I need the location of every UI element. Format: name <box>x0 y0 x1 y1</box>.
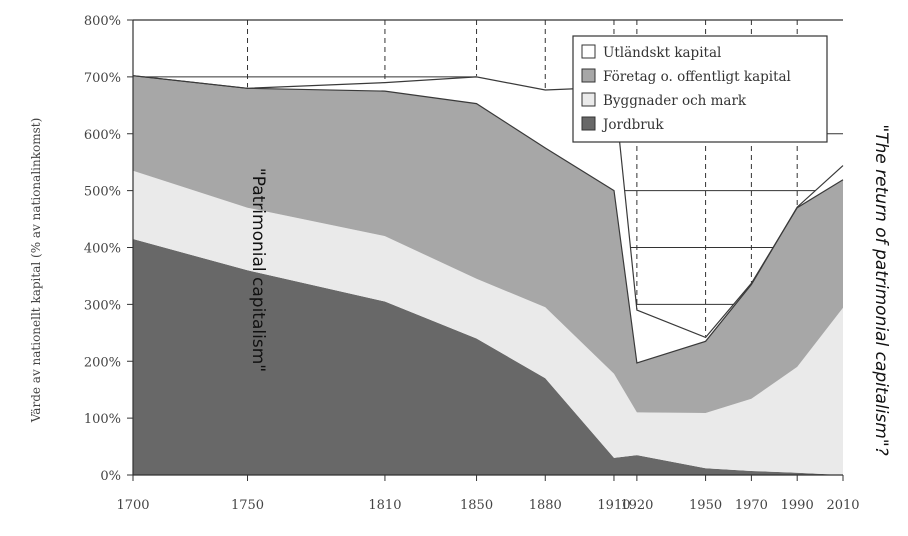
y-tick-label: 200% <box>84 355 121 370</box>
x-tick-label: 1910 <box>597 498 630 513</box>
x-tick-label: 1850 <box>460 498 493 513</box>
x-tick-label: 1750 <box>231 498 264 513</box>
legend-swatch <box>581 92 596 107</box>
area-byggnader-och-mark <box>133 170 843 475</box>
legend-swatch <box>581 68 596 83</box>
x-tick-label: 1810 <box>368 498 401 513</box>
legend-label: Utländskt kapital <box>603 45 721 61</box>
x-tick-label: 2010 <box>826 498 859 513</box>
legend-swatch <box>581 116 596 131</box>
legend-label: Jordbruk <box>601 117 664 133</box>
x-tick-label: 1700 <box>116 498 149 513</box>
x-tick-label: 1990 <box>781 498 814 513</box>
annotation-patrimonial-capitalism: "Patrimonial capitalism" <box>248 168 268 372</box>
legend-label: Byggnader och mark <box>603 93 747 109</box>
y-tick-label: 800% <box>84 14 121 29</box>
y-tick-label: 0% <box>100 469 121 484</box>
y-tick-label: 100% <box>84 412 121 427</box>
legend: Utländskt kapital Företag o. offentligt k… <box>572 35 828 143</box>
legend-label: Företag o. offentligt kapital <box>603 69 791 85</box>
y-axis-ticks: 0% 100% 200% 300% 400% 500% 600% 700% 800% <box>84 14 133 484</box>
area-f-retag-o-offentligt-kapital <box>133 75 843 413</box>
y-tick-label: 300% <box>84 298 121 313</box>
x-tick-label: 1950 <box>689 498 722 513</box>
y-tick-label: 500% <box>84 185 121 200</box>
x-tick-label: 1920 <box>620 498 653 513</box>
chart-areas <box>132 75 844 475</box>
x-tick-label: 1880 <box>529 498 562 513</box>
annotation-return-of-patrimonial-capitalism: "The return of patrimonial capitalism"? <box>871 124 891 455</box>
y-tick-label: 700% <box>84 71 121 86</box>
legend-box <box>572 35 828 143</box>
y-tick-label: 400% <box>84 242 121 257</box>
y-axis-label: Värde av nationellt kapital (% av nation… <box>29 118 43 424</box>
x-tick-label: 1970 <box>735 498 768 513</box>
y-tick-label: 600% <box>84 128 121 143</box>
legend-swatch <box>581 44 596 59</box>
area-jordbruk <box>133 239 843 475</box>
